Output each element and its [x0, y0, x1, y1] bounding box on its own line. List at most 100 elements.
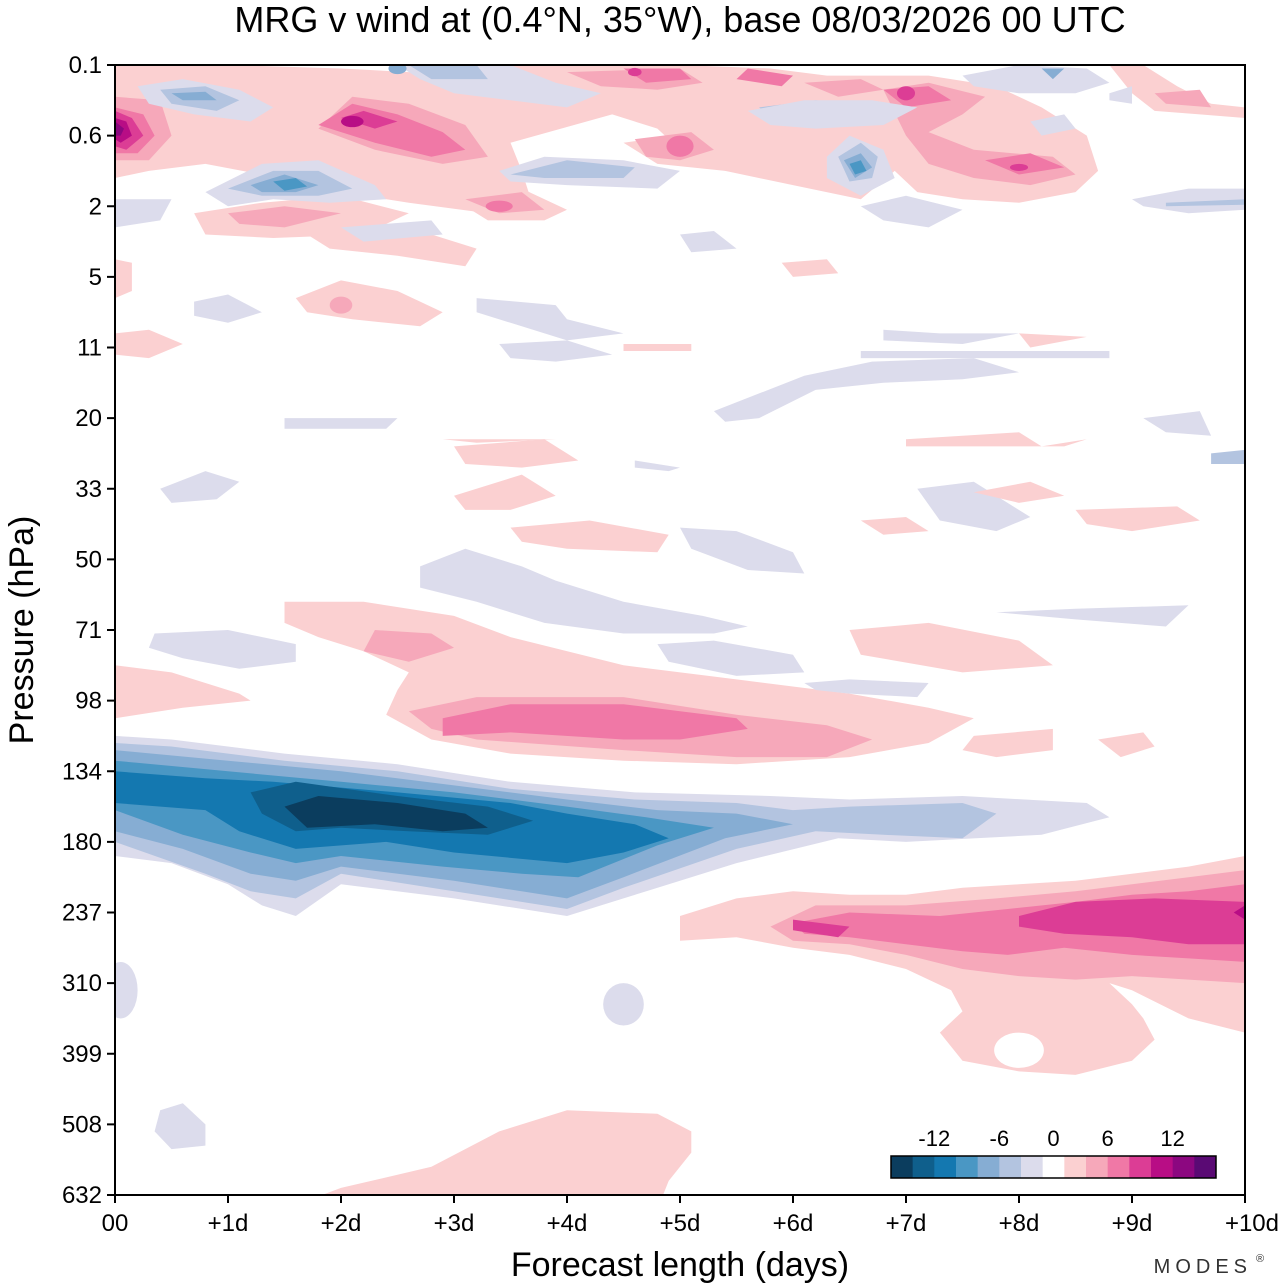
y-tick-label: 5 [89, 264, 102, 291]
y-tick-label: 180 [62, 829, 102, 856]
colorbar-tick-label: -6 [990, 1126, 1010, 1151]
white-gap [994, 1032, 1044, 1068]
negative-contour [1211, 449, 1245, 464]
x-axis-label: Forecast length (days) [511, 1246, 849, 1284]
positive-contour [804, 79, 884, 97]
negative-contour [1030, 114, 1076, 136]
positive-contour [628, 67, 642, 77]
negative-contour [860, 351, 1110, 359]
colorbar-swatch [977, 1156, 1000, 1178]
negative-contour [634, 460, 680, 472]
negative-contour [154, 1103, 206, 1150]
colorbar-swatch [1021, 1156, 1044, 1178]
y-axis-label: Pressure (hPa) [3, 516, 41, 745]
positive-contour [1009, 163, 1029, 171]
negative-contour [115, 199, 172, 228]
positive-contour [736, 68, 793, 87]
colorbar-tick-label: 12 [1160, 1126, 1184, 1151]
positive-contour [1019, 333, 1087, 348]
y-tick-label: 71 [75, 617, 102, 644]
x-tick-label: +7d [886, 1210, 927, 1237]
colorbar-swatch [1151, 1156, 1174, 1178]
negative-contour [680, 231, 737, 253]
positive-contour [115, 259, 132, 299]
negative-contour [747, 100, 918, 129]
y-axis: 0.1 0.6 2 5 11 20 33 50 71 98 134 180 237 310 399 508 63… [62, 52, 115, 1209]
y-tick-label: 134 [62, 758, 102, 785]
x-tick-label: +2d [321, 1210, 362, 1237]
positive-contour [442, 704, 748, 740]
colorbar-tick-label: 0 [1047, 1126, 1059, 1151]
x-tick-label: +1d [208, 1210, 249, 1237]
negative-contour [341, 220, 443, 242]
positive-contour [860, 517, 929, 535]
negative-contour [194, 294, 262, 323]
positive-contour [295, 280, 443, 327]
positive-contour [666, 135, 694, 157]
colorbar-swatch [956, 1156, 979, 1178]
colorbar-swatch [1172, 1156, 1195, 1178]
negative-contour [408, 65, 488, 80]
x-tick-label: +4d [547, 1210, 588, 1237]
negative-contour [883, 329, 1019, 344]
negative-contour [603, 983, 644, 1026]
negative-contour [962, 65, 1110, 94]
positive-contour [341, 110, 398, 129]
registered-mark: ® [1256, 1253, 1264, 1265]
positive-contour [985, 153, 1065, 175]
x-tick-label: +5d [660, 1210, 701, 1237]
y-tick-label: 98 [75, 688, 102, 715]
x-tick-label: +6d [773, 1210, 814, 1237]
x-tick-label: +8d [999, 1210, 1040, 1237]
negative-contour [171, 91, 217, 101]
colorbar-swatch [934, 1156, 957, 1178]
y-tick-label: 2 [89, 193, 102, 220]
positive-contour [1041, 439, 1087, 447]
negative-contour [680, 527, 805, 574]
modes-logo: MODES [1154, 1256, 1252, 1278]
negative-contour [388, 65, 407, 75]
positive-contour [623, 344, 692, 351]
positive-contour [341, 115, 364, 128]
x-axis: 00 +1d +2d +3d +4d +5d +6d +7d +8d +9d +10d [102, 1195, 1279, 1237]
negative-contour [657, 640, 805, 676]
colorbar-swatch [912, 1156, 935, 1178]
colorbar-swatch [999, 1156, 1022, 1178]
positive-contour [115, 665, 251, 719]
positive-contour [329, 296, 353, 314]
positive-contour [454, 439, 579, 468]
positive-contour [973, 481, 1065, 503]
negative-contour [917, 481, 1031, 532]
positive-contour [485, 200, 513, 212]
y-tick-label: 33 [75, 476, 102, 503]
positive-contour [906, 432, 1042, 447]
positive-contour [228, 206, 341, 228]
positive-contour [962, 728, 1053, 758]
positive-contour [1019, 898, 1245, 945]
negative-contour [1143, 411, 1212, 436]
positive-contour [1098, 732, 1155, 758]
positive-contour [781, 259, 839, 277]
contour-field [115, 65, 1245, 1195]
colorbar-frame [890, 1155, 1217, 1179]
colorbar-swatch [1129, 1156, 1152, 1178]
negative-contour [476, 298, 624, 341]
chart-title: MRG v wind at (0.4°N, 35°W), base 08/03/… [234, 0, 1125, 40]
colorbar-swatch [1194, 1156, 1217, 1178]
negative-contour [849, 160, 867, 175]
y-tick-label: 0.1 [69, 52, 102, 79]
negative-contour [115, 961, 138, 1019]
positive-contour [115, 329, 183, 359]
positive-contour [793, 919, 850, 938]
positive-contour [115, 121, 124, 136]
negative-contour [1041, 68, 1065, 80]
colorbar-swatch [1086, 1156, 1109, 1178]
colorbar-swatch [891, 1156, 914, 1178]
positive-contour [510, 520, 669, 553]
colorbar-tick-label: -12 [918, 1126, 950, 1151]
y-tick-label: 508 [62, 1111, 102, 1138]
negative-contour [148, 630, 296, 669]
negative-contour [284, 796, 488, 832]
positive-contour [849, 622, 1053, 673]
